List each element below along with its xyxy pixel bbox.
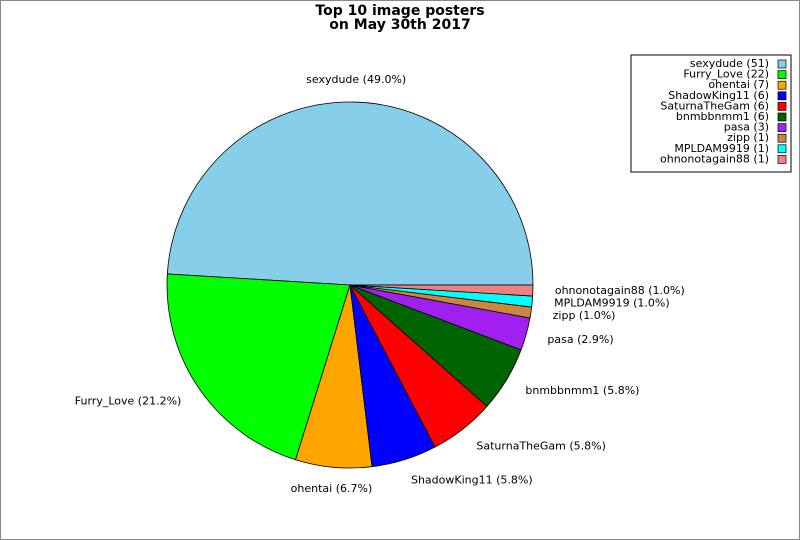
legend-box <box>630 54 792 173</box>
slice-label: MPLDAM9919 (1.0%) <box>554 297 670 310</box>
chart-subtitle: on May 30th 2017 <box>329 17 470 33</box>
pie-slice <box>166 101 534 286</box>
slice-label: bnmbbnmm1 (5.8%) <box>525 384 639 397</box>
legend-swatch <box>777 80 787 90</box>
slice-label: pasa (2.9%) <box>547 333 613 346</box>
legend-label: SaturnaTheGam (6) <box>660 99 769 112</box>
pie-slice <box>166 273 351 461</box>
slice-label: sexydude (49.0%) <box>306 73 406 86</box>
legend-label: sexydude (51) <box>690 57 769 70</box>
legend-label: pasa (3) <box>724 121 769 134</box>
slice-label: ShadowKing11 (5.8%) <box>411 474 533 487</box>
legend-label: MPLDAM9919 (1) <box>674 142 769 155</box>
legend-label: ohentai (7) <box>708 78 769 91</box>
pie-slice <box>349 284 534 297</box>
chart-title: Top 10 image posters <box>315 3 484 19</box>
legend-label: Furry_Love (22) <box>683 68 769 81</box>
legend-label: ShadowKing11 (6) <box>668 89 769 102</box>
slice-label: Furry_Love (21.2%) <box>75 394 182 407</box>
legend-swatch <box>777 155 787 164</box>
legend-label: zipp (1) <box>727 131 769 144</box>
slice-label: ohentai (6.7%) <box>291 482 373 495</box>
slice-label: ohnonotagain88 (1.0%) <box>555 284 685 297</box>
legend-swatch <box>777 144 787 154</box>
slice-label: SaturnaTheGam (5.8%) <box>476 439 606 452</box>
legend-swatch <box>777 70 787 79</box>
legend-label: ohnonotagain88 (1) <box>660 152 769 165</box>
legend-swatch <box>777 102 787 111</box>
slice-label: zipp (1.0%) <box>553 309 616 322</box>
legend-swatch <box>777 112 787 122</box>
legend-swatch <box>777 59 787 69</box>
legend-label: bnmbbnmm1 (6) <box>676 110 769 123</box>
legend-swatch <box>777 133 787 143</box>
legend-swatch <box>777 91 787 101</box>
legend-swatch <box>777 123 787 132</box>
